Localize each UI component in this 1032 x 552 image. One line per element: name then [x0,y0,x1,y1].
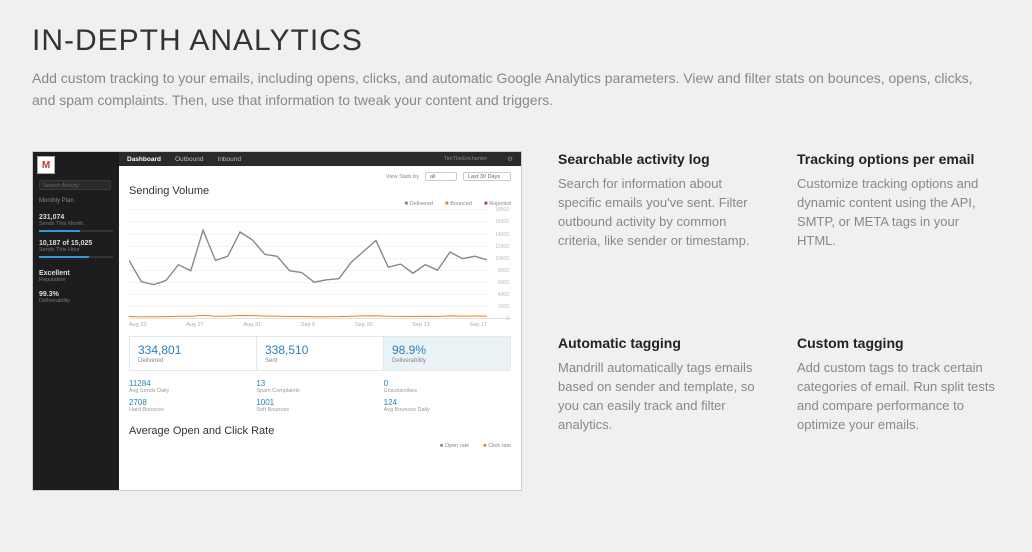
mock-main: Dashboard Outbound Inbound TimTheEnchant… [119,152,521,490]
sends-hour-value: 10,187 of 15,025 [39,240,113,247]
tab-inbound[interactable]: Inbound [218,156,242,163]
unsub-label: Unsubscribes [384,388,511,394]
avg-sends-label: Avg Sends Daily [129,388,256,394]
view-stats-label: View Stats by [386,174,419,180]
dashboard-screenshot: M Search Activity Monthly Plan 231,074 S… [32,151,522,491]
summary-delivered: 334,801 Delivered [130,337,257,370]
unsub-value: 0 [384,379,511,388]
hard-bounces-value: 2708 [129,398,256,407]
user-menu[interactable]: TimTheEnchanter [444,156,488,162]
deliverability-label-2: Deliverability [392,358,502,364]
mock-topbar: Dashboard Outbound Inbound TimTheEnchant… [119,152,521,166]
spam-label: Spam Complaints [256,388,383,394]
feature-title: Tracking options per email [797,151,1000,167]
content-row: M Search Activity Monthly Plan 231,074 S… [32,151,1000,491]
feature-searchable-log: Searchable activity log Search for infor… [558,151,761,307]
delivered-label: Delivered [138,358,248,364]
plan-label: Monthly Plan [39,198,113,204]
legend-bounced: Bounced [445,201,472,207]
stats-filter-dropdown[interactable]: all [425,172,457,181]
chart-x-axis: Aug 23Aug 27Aug 31Sep 5Sep 10Sep 13Sep 1… [129,322,511,328]
page-description: Add custom tracking to your emails, incl… [32,68,992,111]
spam-value: 13 [256,379,383,388]
sends-hour-label: Sends This Hour [39,247,113,253]
features-grid: Searchable activity log Search for infor… [558,151,1000,491]
sends-month-value: 231,074 [39,214,113,221]
mock-sidebar: M Search Activity Monthly Plan 231,074 S… [33,152,119,490]
logo-icon: M [37,156,55,174]
avg-bounces-value: 124 [384,398,511,407]
open-click-title: Average Open and Click Rate [129,425,511,437]
deliverability-value: 99.3% [39,291,113,298]
sending-volume-chart: 1800016000140001200010000800060004000200… [129,209,511,319]
avg-bounces-label: Avg Bounces Daily [384,407,511,413]
soft-bounces-value: 1001 [256,398,383,407]
gear-icon[interactable]: ⚙ [507,155,513,163]
chart-legend: Delivered Bounced Rejected [129,201,511,207]
feature-custom-tagging: Custom tagging Add custom tags to track … [797,335,1000,491]
summary-sent: 338,510 Sent [257,337,384,370]
sent-value: 338,510 [265,343,375,357]
sent-label: Sent [265,358,375,364]
feature-body: Mandrill automatically tags emails based… [558,359,761,434]
legend-click-rate: Click rate [483,443,511,449]
deliverability-label: Deliverability [39,298,113,304]
soft-bounces-label: Soft Bounces [256,407,383,413]
feature-title: Custom tagging [797,335,1000,351]
legend-open-rate: Open rate [440,443,469,449]
feature-tracking-options: Tracking options per email Customize tra… [797,151,1000,307]
tab-dashboard[interactable]: Dashboard [127,156,161,163]
avg-sends-value: 11284 [129,379,256,388]
summary-deliverability: 98.9% Deliverability [384,337,510,370]
feature-title: Automatic tagging [558,335,761,351]
open-click-legend: Open rate Click rate [129,443,511,449]
delivered-value: 334,801 [138,343,248,357]
feature-auto-tagging: Automatic tagging Mandrill automatically… [558,335,761,491]
summary-row: 334,801 Delivered 338,510 Sent 98.9% Del… [129,336,511,371]
sending-volume-title: Sending Volume [129,185,511,197]
reputation-value: Excellent [39,270,113,277]
reputation-label: Reputation [39,277,113,283]
hard-bounces-label: Hard Bounces [129,407,256,413]
feature-body: Add custom tags to track certain categor… [797,359,1000,434]
sends-month-label: Sends This Month [39,221,113,227]
mini-stats: 11284 Avg Sends Daily 2708 Hard Bounces … [129,379,511,417]
deliverability-pct: 98.9% [392,343,502,357]
search-input[interactable]: Search Activity [39,180,111,190]
tab-outbound[interactable]: Outbound [175,156,204,163]
page-title: IN-DEPTH ANALYTICS [32,24,1000,58]
legend-delivered: Delivered [404,201,433,207]
feature-body: Customize tracking options and dynamic c… [797,175,1000,250]
view-stats-controls: View Stats by all Last 30 Days [129,172,511,181]
date-range-dropdown[interactable]: Last 30 Days [463,172,511,181]
feature-body: Search for information about specific em… [558,175,761,250]
feature-title: Searchable activity log [558,151,761,167]
